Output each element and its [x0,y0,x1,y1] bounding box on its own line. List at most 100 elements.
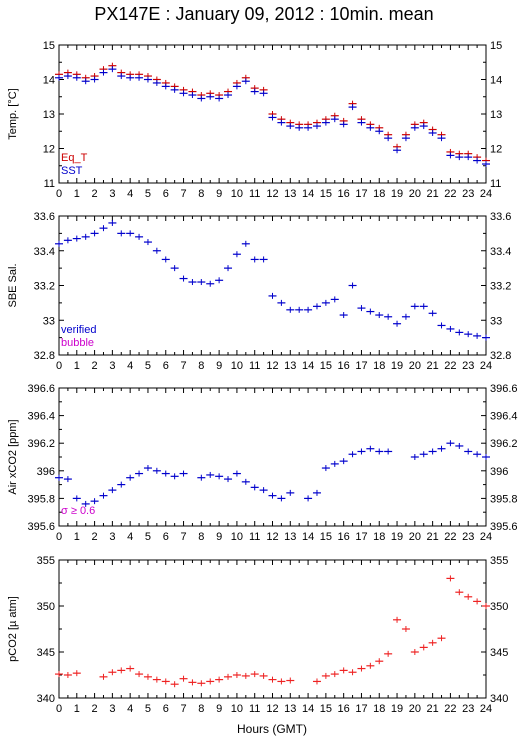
temp-x-tick-label: 19 [391,188,403,200]
sal-point [259,256,268,263]
pco2-y-tick-label-right: 355 [490,555,508,567]
temp-x-tick-label: 15 [320,188,332,200]
xco2-plot-frame [58,387,487,527]
sal-x-tick-label: 22 [444,360,456,372]
sal-x-tick-label: 5 [145,360,151,372]
xco2-point [54,474,64,481]
pco2-point [188,679,197,686]
xco2-x-tick-label: 13 [284,531,296,543]
xco2-point [286,489,295,496]
xco2-point [410,454,419,460]
temp-point [72,74,81,81]
xco2-point [63,476,72,483]
xco2-y-tick-label-right: 396.4 [490,411,518,423]
xco2-point [339,458,348,465]
xco2-x-tick-label: 8 [198,531,204,543]
pco2-point [215,676,224,683]
pco2-y-axis-label: pCO2 [µ atm] [7,596,19,662]
xco2-y-tick-label-right: 396 [490,466,508,478]
pco2-point [117,667,126,674]
sal-x-tick-label: 24 [480,360,492,372]
temp-point [375,128,384,135]
temp-point [428,129,437,136]
sal-point [348,282,357,289]
pco2-x-tick-label: 16 [338,703,350,715]
sal-x-tick-label: 15 [320,360,332,372]
sal-x-tick-label: 17 [355,360,367,372]
sal-point [437,322,446,329]
temp-x-tick-label: 12 [266,188,278,200]
sal-point [161,256,170,263]
temp-point [410,124,419,131]
temp-point [464,154,473,161]
sal-point [63,237,72,244]
sal-point [393,320,402,327]
sal-x-tick-label: 8 [198,360,204,372]
pco2-y-tick-label-left: 340 [37,693,55,705]
pco2-point [170,681,179,688]
pco2-point [464,593,473,600]
xco2-point [259,487,268,494]
temp-point [446,152,455,159]
sal-x-tick-label: 10 [231,360,243,372]
temp-point [170,86,179,93]
temp-point [99,69,108,76]
pco2-point [126,665,135,672]
xco2-x-tick-label: 19 [391,531,403,543]
pco2-x-tick-label: 21 [427,703,439,715]
temp-point [277,119,286,126]
temp-x-tick-label: 23 [462,188,474,200]
pco2-x-tick-label: 24 [480,703,492,715]
temp-x-tick-label: 14 [302,188,314,200]
temp-x-tick-label: 11 [249,188,260,200]
sal-y-tick-label-left: 33.6 [34,211,55,223]
pco2-point [268,676,277,683]
xco2-annotation: σ ≥ 0.6 [61,505,95,517]
pco2-point [206,678,215,685]
xco2-x-tick-label: 9 [216,531,222,543]
pco2-x-tick-label: 14 [302,703,314,715]
pco2-point [197,680,206,687]
pco2-point [108,669,117,676]
pco2-point [393,616,402,623]
sal-point [117,230,126,237]
pco2-point [330,671,339,678]
temp-point [348,104,357,111]
xco2-panel: 0 1 2 3 4 5 6 7 8 9 10 11 12 13 14 15 16 17 18 19 20 21 22 23 24… [7,383,518,543]
pco2-point [473,598,482,605]
sal-point [401,313,410,320]
temp-x-tick-label: 9 [216,188,222,200]
pco2-x-tick-label: 0 [56,703,62,715]
temp-x-tick-label: 20 [409,188,421,200]
pco2-point [437,635,446,642]
xco2-point [455,442,464,449]
pco2-point [384,650,393,657]
temp-point [224,92,233,99]
pco2-x-tick-label: 9 [216,703,222,715]
sal-point [197,279,206,286]
xco2-point [206,471,215,478]
temp-y-tick-label-right: 11 [490,178,501,190]
xco2-y-tick-label-right: 395.8 [490,493,518,505]
panels: 0 1 2 3 4 5 6 7 8 9 10 11 12 13 14 15 16 17 18 19 20 21 22 23 24… [7,40,518,715]
xco2-x-tick-label: 17 [355,531,367,543]
xco2-point [321,465,330,472]
pco2-point [446,575,455,582]
pco2-y-tick-label-right: 345 [490,647,508,659]
sal-point [384,313,393,320]
xco2-point [375,448,384,455]
sal-y-axis-label: SBE Sal. [7,263,19,307]
xco2-y-tick-label-left: 395.6 [27,521,55,533]
sal-point [321,299,330,306]
temp-y-axis-label: Temp. [°C] [7,88,19,139]
sal-point [143,239,152,246]
temp-point [330,116,339,123]
sal-point [54,240,64,247]
temp-point [437,135,446,142]
temp-point [54,74,64,81]
xco2-point [277,495,286,502]
temp-point [473,157,482,164]
sal-x-tick-label: 9 [216,360,222,372]
temp-x-tick-label: 1 [74,188,80,200]
temp-point [286,123,295,130]
